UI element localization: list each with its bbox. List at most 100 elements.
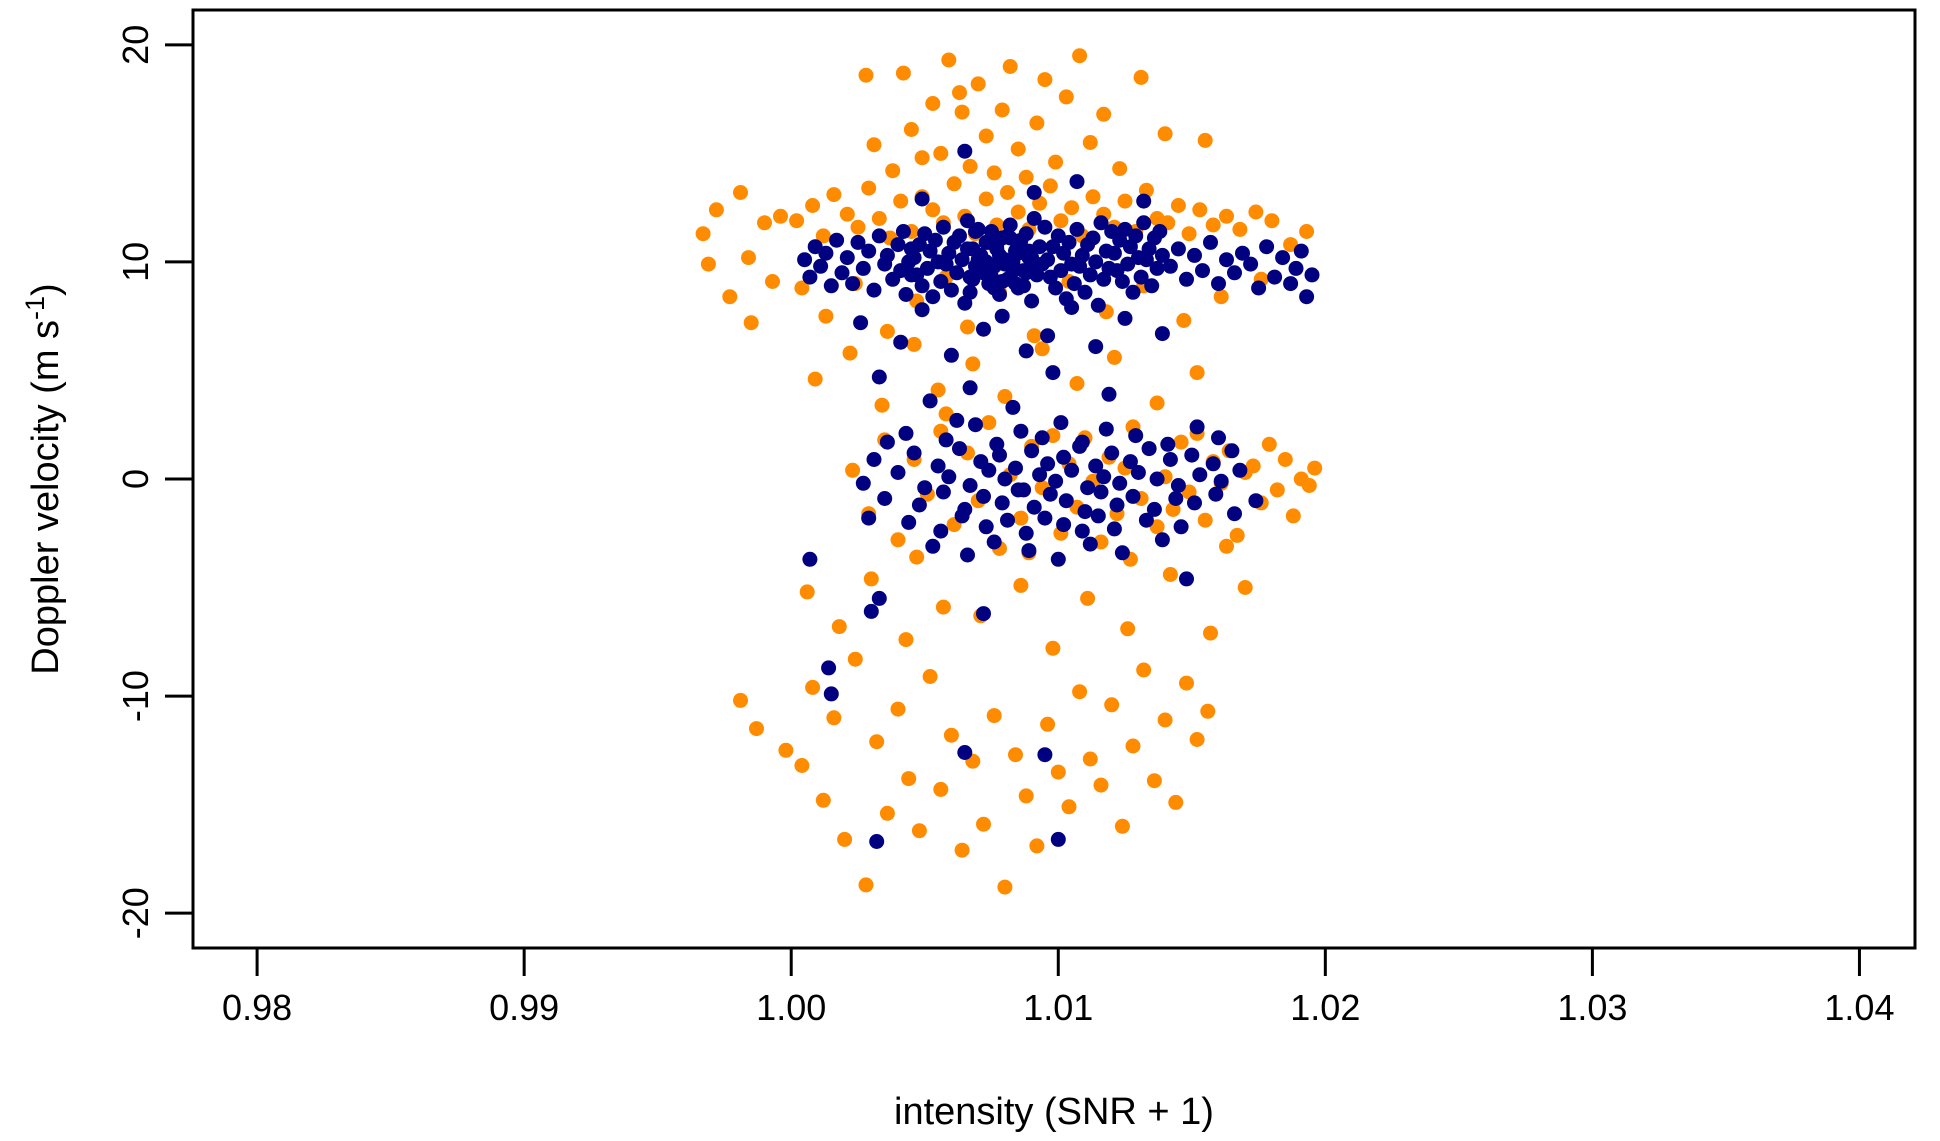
data-point-orange-points	[1200, 703, 1216, 719]
data-point-orange-points	[1117, 193, 1133, 209]
data-point-orange-points	[925, 96, 941, 111]
data-point-navy-points	[1138, 512, 1154, 528]
data-point-navy-points	[871, 228, 887, 244]
data-point-navy-points	[1154, 247, 1170, 263]
data-point-orange-points	[1064, 200, 1080, 216]
data-point-navy-points	[1213, 473, 1229, 489]
data-point-orange-points	[1229, 527, 1245, 543]
data-point-navy-points	[1056, 517, 1072, 533]
data-point-navy-points	[914, 302, 930, 318]
data-point-navy-points	[962, 284, 978, 300]
data-point-orange-points	[1237, 580, 1253, 595]
data-point-navy-points	[1085, 230, 1101, 246]
data-point-navy-points	[1018, 343, 1034, 359]
data-point-orange-points	[1157, 126, 1173, 142]
y-tick-label: -10	[115, 670, 156, 722]
data-point-navy-points	[1000, 228, 1015, 244]
data-point-navy-points	[1082, 536, 1098, 552]
data-point-navy-points	[1005, 399, 1021, 415]
data-point-navy-points	[890, 237, 906, 253]
data-point-navy-points	[1064, 462, 1080, 478]
data-point-navy-points	[1042, 486, 1058, 502]
data-point-navy-points	[986, 534, 1002, 550]
data-point-navy-points	[1170, 478, 1186, 493]
data-point-navy-points	[850, 234, 866, 250]
data-point-navy-points	[1069, 174, 1085, 190]
x-tick-label: 0.98	[222, 987, 292, 1028]
data-point-orange-points	[1232, 221, 1248, 237]
data-point-navy-points	[1056, 449, 1072, 465]
data-point-navy-points	[1243, 256, 1259, 272]
data-point-navy-points	[871, 369, 887, 385]
data-point-navy-points	[1018, 525, 1034, 541]
data-point-navy-points	[1144, 278, 1160, 294]
data-point-navy-points	[1211, 430, 1226, 446]
data-point-navy-points	[1088, 339, 1104, 355]
data-point-navy-points	[960, 241, 975, 257]
data-point-navy-points	[818, 245, 834, 261]
data-point-orange-points	[831, 619, 847, 635]
data-point-navy-points	[943, 347, 959, 363]
data-point-navy-points	[829, 232, 845, 248]
data-point-navy-points	[1024, 293, 1040, 309]
data-point-navy-points	[949, 265, 965, 281]
data-point-navy-points	[1275, 250, 1291, 266]
data-point-orange-points	[901, 771, 917, 787]
data-point-navy-points	[879, 434, 895, 450]
data-point-orange-points	[799, 584, 815, 600]
data-point-orange-points	[1080, 590, 1096, 606]
data-point-orange-points	[1197, 512, 1213, 528]
data-point-navy-points	[1013, 423, 1029, 439]
data-point-orange-points	[794, 280, 810, 296]
data-point-orange-points	[807, 371, 823, 387]
data-point-navy-points	[935, 219, 951, 235]
data-point-navy-points	[1162, 258, 1178, 274]
data-point-navy-points	[957, 143, 973, 159]
data-point-navy-points	[1154, 326, 1170, 342]
data-point-orange-points	[903, 122, 919, 137]
data-point-navy-points	[1037, 747, 1053, 763]
data-point-navy-points	[1160, 436, 1176, 452]
data-point-orange-points	[935, 599, 951, 615]
data-point-orange-points	[946, 176, 962, 192]
data-point-orange-points	[890, 701, 906, 717]
data-point-orange-points	[1245, 458, 1261, 474]
data-point-orange-points	[858, 67, 874, 83]
data-point-orange-points	[1029, 838, 1045, 854]
x-tick-label: 1.03	[1557, 987, 1627, 1028]
data-point-orange-points	[1037, 72, 1053, 88]
data-point-navy-points	[1005, 263, 1021, 279]
data-point-orange-points	[965, 356, 981, 372]
data-point-navy-points	[845, 276, 861, 292]
data-point-navy-points	[1032, 467, 1048, 483]
data-point-orange-points	[997, 879, 1013, 895]
data-point-navy-points	[821, 660, 837, 676]
data-point-navy-points	[1101, 386, 1117, 402]
data-point-navy-points	[871, 590, 887, 606]
data-point-navy-points	[1227, 265, 1242, 281]
data-point-navy-points	[992, 447, 1007, 463]
data-point-orange-points	[1173, 434, 1189, 450]
data-point-navy-points	[1141, 441, 1157, 457]
data-point-navy-points	[1146, 501, 1162, 517]
data-point-orange-points	[805, 679, 821, 695]
data-point-orange-points	[1269, 482, 1285, 498]
data-point-orange-points	[1179, 675, 1194, 691]
data-point-orange-points	[1106, 349, 1122, 365]
data-point-orange-points	[994, 102, 1010, 118]
data-point-navy-points	[855, 260, 871, 276]
data-point-navy-points	[1061, 234, 1077, 250]
y-axis-title: Doppler velocity (m s-1)	[20, 283, 67, 674]
data-point-orange-points	[930, 382, 946, 398]
data-point-orange-points	[1120, 621, 1136, 637]
data-point-navy-points	[1179, 571, 1194, 587]
data-point-navy-points	[1170, 241, 1186, 257]
data-point-navy-points	[1064, 300, 1080, 315]
data-point-navy-points	[965, 271, 981, 287]
data-point-navy-points	[1195, 263, 1210, 279]
data-point-navy-points	[957, 745, 973, 760]
data-point-navy-points	[797, 252, 813, 268]
data-point-orange-points	[933, 145, 949, 161]
data-point-navy-points	[941, 469, 957, 485]
data-point-orange-points	[898, 632, 914, 648]
